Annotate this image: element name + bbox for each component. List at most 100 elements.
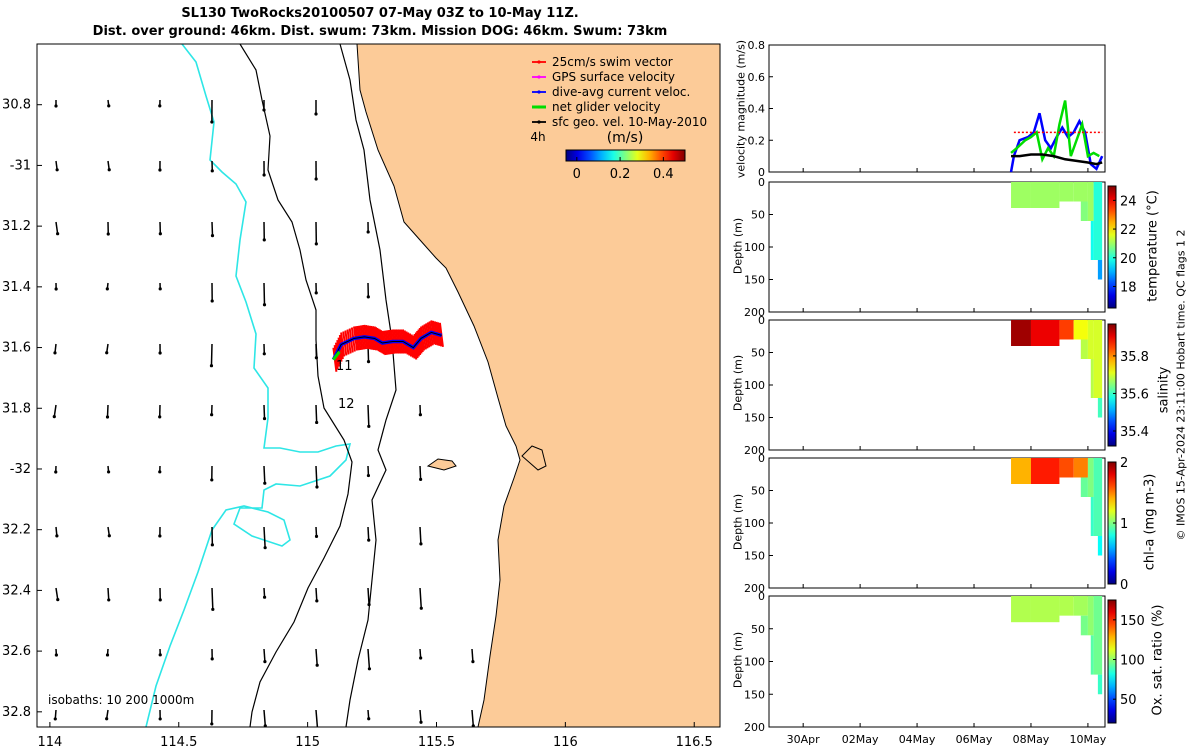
depth-colorbar — [1107, 185, 1117, 309]
current-vector — [263, 404, 266, 419]
current-vector-head — [419, 720, 423, 724]
temperature-ylabel: Depth (m) — [731, 217, 745, 275]
current-vector-head — [367, 424, 371, 428]
profile-cell — [1090, 359, 1094, 398]
oxygen-colorbar-label: Ox. sat. ratio (%) — [1150, 604, 1166, 716]
current-vector-head — [367, 717, 371, 721]
map-plot — [52, 44, 720, 727]
legend-entry: 25cm/s swim vector — [552, 55, 673, 69]
current-vector-head — [158, 534, 162, 538]
current-vector-head — [107, 168, 111, 172]
profile-cell — [1097, 536, 1103, 556]
map-y-tick-label: 32.4 — [2, 583, 31, 598]
profile-cell — [1059, 182, 1074, 202]
salinity-colorbar-label: salinity — [1156, 366, 1172, 414]
time-x-tick-label: 06May — [956, 733, 993, 746]
current-vector-head — [315, 599, 319, 603]
net-glider-velocity — [332, 350, 341, 361]
depth-y-tick-label: 100 — [744, 379, 765, 392]
current-vector-head — [263, 724, 267, 727]
legend-swatch-head — [537, 75, 541, 79]
current-vector — [419, 465, 422, 480]
isobath-200m — [239, 44, 353, 727]
profile-cell — [1059, 596, 1074, 616]
profile-cell — [1097, 398, 1103, 418]
depth-y-tick-label: 0 — [758, 176, 765, 189]
profile-cell — [1080, 201, 1088, 221]
depth-y-tick-label: 0 — [758, 590, 765, 603]
current-vector — [367, 648, 371, 669]
depth-y-tick-label: 150 — [744, 274, 765, 287]
current-vector-head — [55, 534, 59, 538]
current-vector-head — [210, 543, 214, 547]
depth-y-tick-label: 200 — [744, 444, 765, 457]
current-vector-head — [54, 470, 58, 474]
current-vector-head — [158, 598, 162, 602]
depth-colorbar-tick-label: 150 — [1120, 614, 1145, 629]
current-vector-head — [263, 660, 267, 664]
profile-cell — [1073, 596, 1088, 616]
depth-y-tick-label: 50 — [751, 209, 765, 222]
profile-cell — [1087, 182, 1094, 221]
depth-y-tick-label: 0 — [758, 314, 765, 327]
map-y-tick-label: 32.2 — [2, 523, 31, 538]
depth-y-tick-label: 200 — [744, 582, 765, 595]
current-vector-head — [367, 602, 371, 607]
depth-y-tick-label: 50 — [751, 485, 765, 498]
current-vector-head — [54, 104, 58, 108]
isobath-10m — [339, 44, 397, 727]
profile-cell — [1090, 221, 1094, 260]
current-vector-head — [158, 470, 162, 474]
depth-y-tick-label: 150 — [744, 550, 765, 563]
current-vector-head — [55, 168, 59, 172]
current-vector — [419, 587, 423, 609]
profile-cell — [1087, 596, 1094, 636]
island — [521, 445, 547, 471]
current-vector-head — [158, 717, 162, 721]
current-vector — [367, 526, 370, 541]
map-colorbar — [565, 149, 686, 162]
current-vector-head — [418, 413, 422, 417]
legend-swatch-head — [537, 120, 541, 124]
profile-cell — [1073, 458, 1088, 478]
time-x-tick-label: 02May — [842, 733, 879, 746]
depth-colorbar-tick-label: 2 — [1120, 456, 1128, 471]
current-vector — [419, 709, 422, 723]
salinity-ylabel: Depth (m) — [731, 354, 745, 412]
velocity-y-tick-label: 0.8 — [748, 39, 766, 52]
current-vector-head — [366, 295, 370, 299]
sfc-geo-track — [332, 331, 442, 360]
map-x-tick-label: 115.5 — [418, 735, 455, 750]
current-vector-head — [210, 413, 214, 417]
track-label-11: 11 — [336, 359, 353, 374]
profile-cell — [1011, 320, 1031, 346]
profile-cell — [1097, 674, 1103, 695]
current-vector-head — [158, 351, 162, 355]
velocity-series-line — [1010, 100, 1100, 164]
profile-cell — [1059, 320, 1074, 340]
current-vector-head — [56, 598, 60, 602]
current-vector-head — [53, 717, 57, 721]
profile-cell — [1011, 182, 1031, 208]
time-x-tick-label: 30Apr — [787, 733, 821, 746]
current-vector — [211, 587, 214, 610]
profile-cell — [1030, 182, 1060, 208]
current-vector — [471, 709, 475, 726]
current-vector-head — [105, 717, 109, 721]
current-vector-head — [315, 663, 319, 667]
current-vector-head — [367, 667, 372, 671]
current-vector-head — [105, 287, 109, 291]
current-vector — [471, 648, 474, 662]
current-vector — [55, 587, 59, 600]
current-vector-head — [314, 112, 318, 116]
current-vector-head — [262, 595, 267, 599]
depth-colorbar-tick-label: 0 — [1120, 578, 1128, 593]
current-vector-head — [315, 420, 319, 425]
depth-y-tick-label: 200 — [744, 306, 765, 319]
map-x-tick-label: 114 — [37, 735, 62, 750]
isobaths-label: isobaths: 10 200 1000m — [48, 693, 194, 707]
current-vector-head — [262, 173, 266, 177]
current-vector-head — [210, 120, 214, 124]
profile-cell — [1093, 458, 1103, 536]
profile-cell — [1030, 596, 1060, 623]
